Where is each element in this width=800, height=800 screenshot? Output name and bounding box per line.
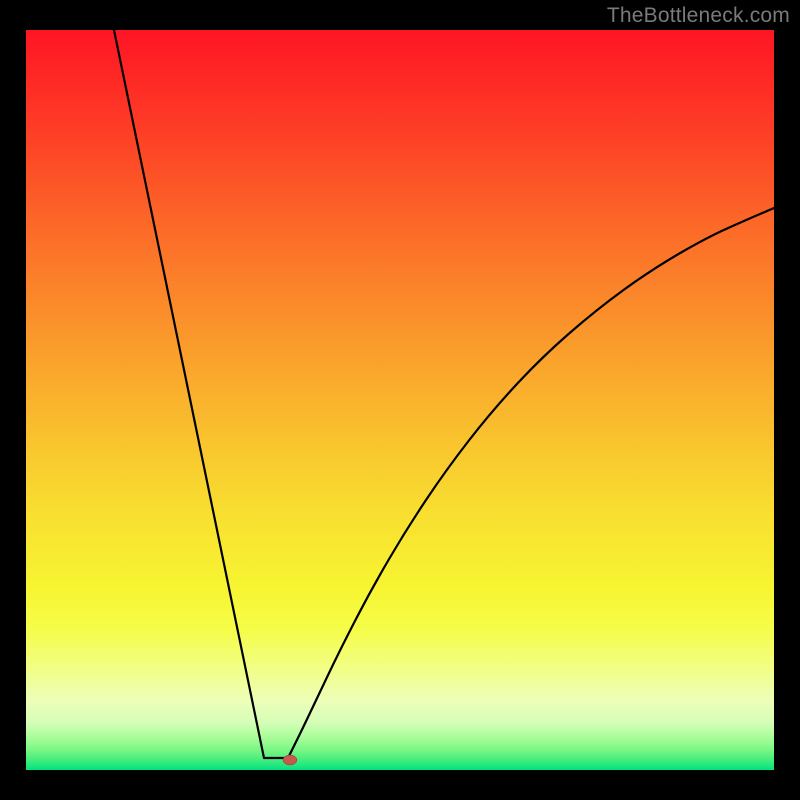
plot-area	[26, 30, 774, 770]
watermark-text: TheBottleneck.com	[607, 4, 790, 28]
gradient-background	[26, 30, 774, 770]
plot-svg	[26, 30, 774, 770]
optimal-point-marker	[283, 755, 297, 765]
